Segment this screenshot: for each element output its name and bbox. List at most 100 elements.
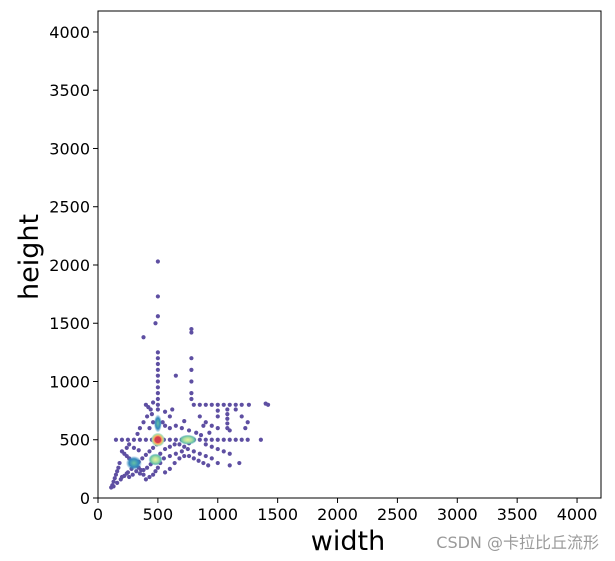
scatter-point (233, 437, 238, 442)
scatter-point (173, 437, 178, 442)
scatter-point (125, 437, 131, 442)
scatter-point (177, 442, 182, 447)
scatter-point (137, 425, 143, 431)
scatter-point (172, 460, 177, 466)
scatter-point (189, 367, 194, 372)
scatter-point (191, 402, 196, 407)
scatter-point (141, 472, 146, 477)
scatter-point (149, 412, 154, 417)
scatter-point (143, 477, 149, 482)
scatter-point (141, 420, 146, 425)
scatter-point (136, 448, 141, 453)
scatter-point (196, 458, 201, 463)
scatter-point (185, 446, 190, 452)
scatter-point (186, 453, 192, 459)
scatter-point (225, 416, 230, 421)
scatter-point (227, 428, 232, 433)
scatter-point (115, 480, 120, 485)
scatter-point (191, 456, 196, 461)
scatter-point (239, 414, 244, 419)
scatter-point (189, 326, 194, 332)
scatter-point (155, 356, 160, 361)
scatter-point (167, 425, 172, 431)
density-blob (178, 434, 197, 445)
scatter-point (203, 442, 208, 447)
scatter-point (197, 402, 202, 407)
scatter-point (143, 452, 149, 457)
scatter-point (155, 379, 160, 384)
y-tick-label: 2500 (49, 198, 90, 217)
scatter-point (215, 437, 220, 442)
scatter-point (215, 446, 220, 452)
scatter-point (145, 465, 150, 470)
scatter-point (197, 451, 202, 456)
scatter-point (131, 437, 137, 442)
scatter-point (225, 407, 230, 412)
density-peak (154, 436, 162, 443)
scatter-point (225, 421, 230, 426)
scatter-point (258, 437, 263, 442)
y-tick-label: 0 (80, 489, 90, 508)
scatter-point (246, 402, 251, 407)
scatter-point (137, 471, 143, 476)
density-overlay (125, 414, 197, 471)
scatter-point (167, 437, 172, 442)
scatter-point (150, 445, 156, 451)
scatter-point (221, 402, 226, 407)
scatter-point (113, 472, 119, 477)
y-tick-label: 500 (59, 431, 90, 450)
scatter-point (173, 423, 178, 428)
scatter-point (233, 402, 238, 407)
scatter-point (209, 437, 214, 442)
scatter-point (147, 425, 152, 431)
scatter-point (127, 474, 132, 480)
x-tick-label: 2000 (317, 505, 358, 524)
x-tick-label: 0 (93, 505, 103, 524)
scatter-point (203, 437, 208, 442)
scatter-point (215, 414, 220, 419)
scatter-point (113, 437, 119, 442)
y-axis-label: height (14, 214, 45, 300)
scatter-point (179, 449, 184, 454)
scatter-point (155, 350, 160, 355)
x-tick-label: 1000 (197, 505, 238, 524)
scatter-point (189, 396, 194, 402)
scatter-point (189, 391, 194, 396)
x-tick-label: 4000 (557, 505, 598, 524)
density-blob (153, 414, 162, 433)
scatter-point (162, 470, 168, 475)
scatter-point (124, 445, 129, 451)
density-blob (125, 456, 142, 471)
scatter-point (245, 420, 250, 425)
y-tick-label: 4000 (49, 23, 90, 42)
scatter-point (124, 471, 129, 476)
scatter-point (143, 437, 149, 442)
scatter-point (155, 385, 160, 390)
scatter-point (167, 414, 172, 419)
scatter-point (140, 456, 145, 461)
scatter-point (134, 469, 139, 474)
scatter-point (127, 442, 132, 447)
scatter-point (203, 453, 208, 459)
scatter-point (225, 412, 230, 417)
scatter-point (130, 472, 135, 477)
scatter-point (237, 460, 242, 466)
scatter-point (137, 437, 143, 442)
scatter-point (119, 474, 125, 480)
scatter-point (155, 407, 160, 412)
scatter-point (161, 456, 166, 461)
x-tick-label: 1500 (257, 505, 298, 524)
scatter-point (162, 423, 168, 428)
scatter-point (172, 442, 177, 447)
scatter-point (141, 335, 146, 340)
scatter-point (263, 401, 268, 406)
watermark: CSDN @卡拉比丘流形 (436, 533, 599, 552)
scatter-point (197, 414, 202, 419)
scatter-point (239, 402, 244, 407)
scatter-point (145, 414, 150, 419)
scatter-point (239, 437, 244, 442)
scatter-point (203, 420, 208, 425)
scatter-point (115, 469, 120, 474)
scatter-point (227, 402, 232, 407)
